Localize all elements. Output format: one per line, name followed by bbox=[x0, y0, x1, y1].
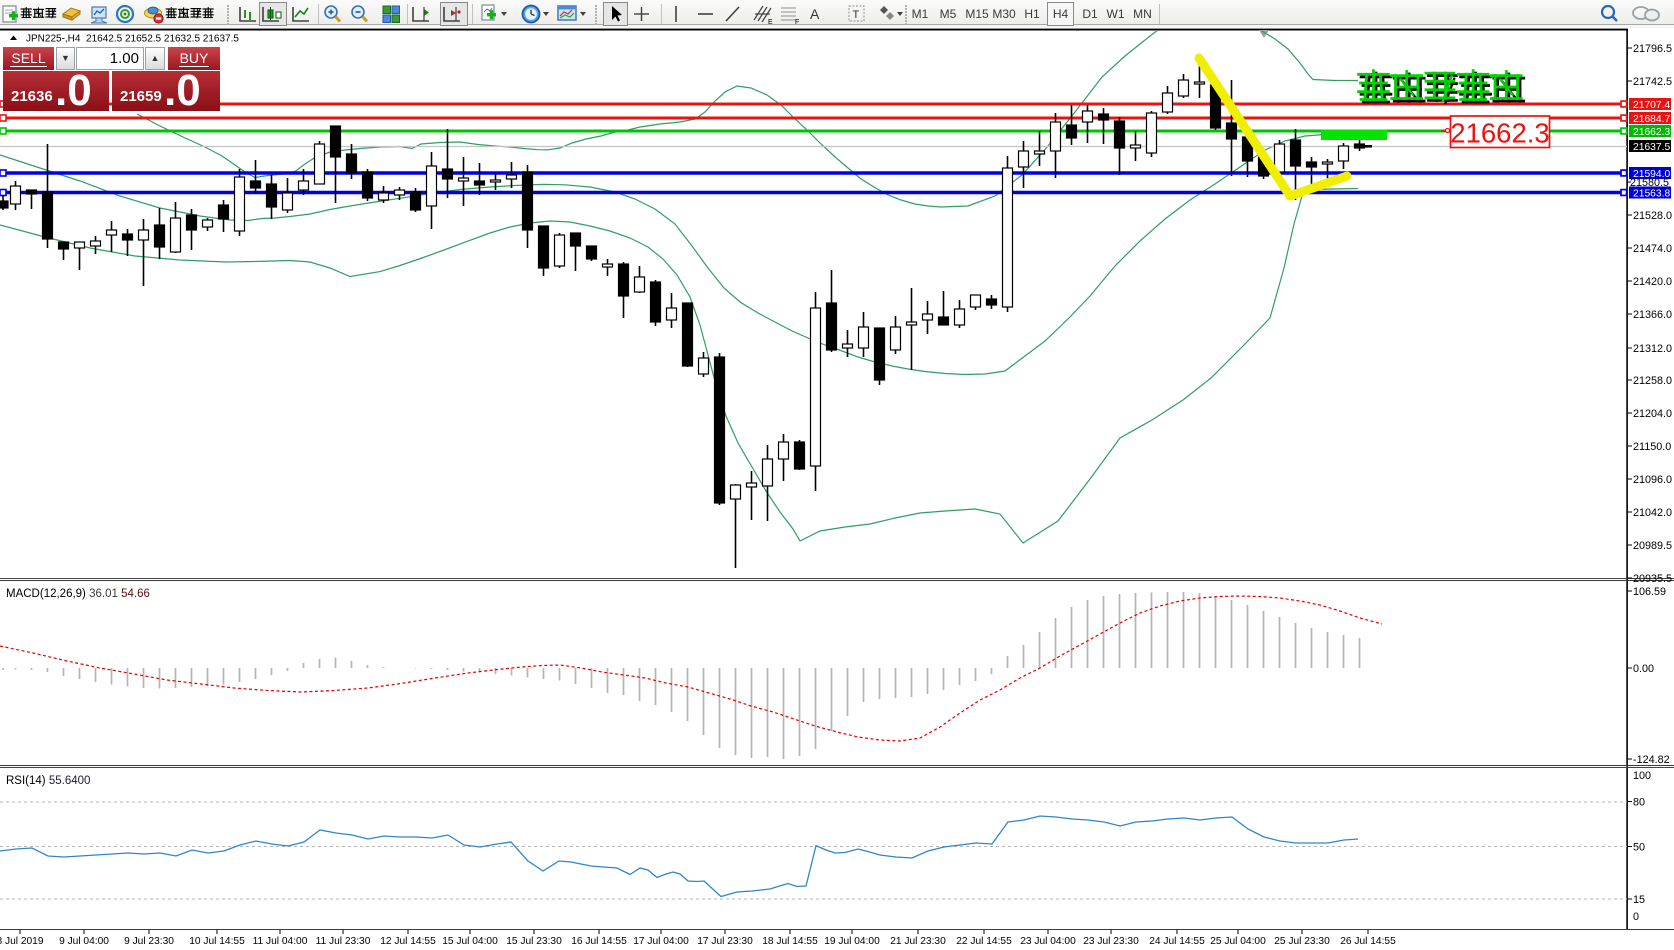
svg-text:H1: H1 bbox=[1024, 7, 1040, 21]
svg-text:M1: M1 bbox=[912, 7, 929, 21]
svg-text:17 Jul 23:30: 17 Jul 23:30 bbox=[697, 936, 753, 947]
svg-text:17 Jul 04:00: 17 Jul 04:00 bbox=[633, 936, 689, 947]
svg-text:-124.82: -124.82 bbox=[1633, 754, 1670, 766]
svg-text:9 Jul 04:00: 9 Jul 04:00 bbox=[59, 936, 109, 947]
svg-text:M15: M15 bbox=[965, 7, 989, 21]
svg-text:21637.5: 21637.5 bbox=[1633, 142, 1670, 153]
svg-text:23 Jul 04:00: 23 Jul 04:00 bbox=[1020, 936, 1076, 947]
svg-text:10 Jul 14:55: 10 Jul 14:55 bbox=[189, 936, 245, 947]
svg-text:0: 0 bbox=[1633, 911, 1639, 923]
svg-text:21204.0: 21204.0 bbox=[1633, 408, 1672, 420]
svg-text:21662.3: 21662.3 bbox=[1450, 118, 1549, 149]
svg-text:50: 50 bbox=[1633, 842, 1645, 854]
svg-text:21742.5: 21742.5 bbox=[1633, 76, 1672, 88]
svg-text:22 Jul 14:55: 22 Jul 14:55 bbox=[956, 936, 1012, 947]
svg-text:26 Jul 14:55: 26 Jul 14:55 bbox=[1340, 936, 1396, 947]
svg-text:21796.5: 21796.5 bbox=[1633, 43, 1672, 55]
svg-text:F: F bbox=[795, 19, 799, 26]
svg-text:21258.0: 21258.0 bbox=[1633, 375, 1672, 387]
svg-text:15 Jul 04:00: 15 Jul 04:00 bbox=[442, 936, 498, 947]
svg-text:21312.0: 21312.0 bbox=[1633, 343, 1672, 355]
svg-text:E: E bbox=[768, 19, 773, 26]
svg-text:21707.4: 21707.4 bbox=[1633, 100, 1670, 111]
svg-text:21528.0: 21528.0 bbox=[1633, 210, 1672, 222]
svg-text:21420.0: 21420.0 bbox=[1633, 276, 1672, 288]
svg-text:23 Jul 23:30: 23 Jul 23:30 bbox=[1083, 936, 1139, 947]
svg-text:80: 80 bbox=[1633, 797, 1645, 809]
svg-text:25 Jul 04:00: 25 Jul 04:00 bbox=[1210, 936, 1266, 947]
svg-text:21474.0: 21474.0 bbox=[1633, 243, 1672, 255]
svg-text:RSI(14) 55.6400: RSI(14) 55.6400 bbox=[6, 775, 90, 787]
svg-text:21594.0: 21594.0 bbox=[1633, 169, 1670, 180]
svg-text:M5: M5 bbox=[940, 7, 957, 21]
svg-text:8 Jul 2019: 8 Jul 2019 bbox=[0, 936, 44, 947]
svg-text:D1: D1 bbox=[1082, 7, 1098, 21]
svg-text:JPN225-,H4 21642.5 21652.5 21: JPN225-,H4 21642.5 21652.5 21632.5 21637… bbox=[26, 34, 239, 45]
svg-text:12 Jul 14:55: 12 Jul 14:55 bbox=[380, 936, 436, 947]
svg-text:0.00: 0.00 bbox=[1633, 663, 1654, 675]
svg-text:21580.5: 21580.5 bbox=[1630, 177, 1669, 189]
svg-text:21 Jul 23:30: 21 Jul 23:30 bbox=[890, 936, 946, 947]
svg-text:19 Jul 04:00: 19 Jul 04:00 bbox=[824, 936, 880, 947]
svg-text:24 Jul 14:55: 24 Jul 14:55 bbox=[1149, 936, 1205, 947]
svg-text:A: A bbox=[810, 6, 820, 22]
svg-text:H4: H4 bbox=[1053, 7, 1069, 21]
svg-text:9 Jul 23:30: 9 Jul 23:30 bbox=[124, 936, 174, 947]
svg-text:21662.3: 21662.3 bbox=[1633, 127, 1670, 138]
svg-text:100: 100 bbox=[1633, 770, 1651, 782]
svg-text:21563.8: 21563.8 bbox=[1633, 189, 1670, 200]
svg-text:21684.7: 21684.7 bbox=[1633, 114, 1670, 125]
svg-text:MACD(12,26,9) 36.01 54.66: MACD(12,26,9) 36.01 54.66 bbox=[6, 588, 150, 600]
svg-text:21150.0: 21150.0 bbox=[1633, 441, 1671, 453]
svg-text:11 Jul 04:00: 11 Jul 04:00 bbox=[253, 936, 308, 947]
svg-text:M30: M30 bbox=[992, 7, 1016, 21]
svg-text:15: 15 bbox=[1633, 894, 1645, 906]
svg-text:21042.0: 21042.0 bbox=[1633, 507, 1672, 519]
svg-text:T: T bbox=[853, 9, 860, 21]
svg-text:11 Jul 23:30: 11 Jul 23:30 bbox=[316, 936, 371, 947]
svg-text:20935.5: 20935.5 bbox=[1633, 573, 1672, 585]
svg-text:21366.0: 21366.0 bbox=[1633, 309, 1672, 321]
svg-text:20989.5: 20989.5 bbox=[1633, 540, 1672, 552]
svg-text:21096.0: 21096.0 bbox=[1633, 474, 1672, 486]
svg-text:106.59: 106.59 bbox=[1633, 586, 1666, 598]
svg-text:18 Jul 14:55: 18 Jul 14:55 bbox=[762, 936, 818, 947]
svg-text:25 Jul 23:30: 25 Jul 23:30 bbox=[1274, 936, 1330, 947]
svg-text:16 Jul 14:55: 16 Jul 14:55 bbox=[571, 936, 627, 947]
svg-text:W1: W1 bbox=[1107, 7, 1125, 21]
svg-text:MN: MN bbox=[1133, 7, 1152, 21]
svg-text:15 Jul 23:30: 15 Jul 23:30 bbox=[506, 936, 562, 947]
